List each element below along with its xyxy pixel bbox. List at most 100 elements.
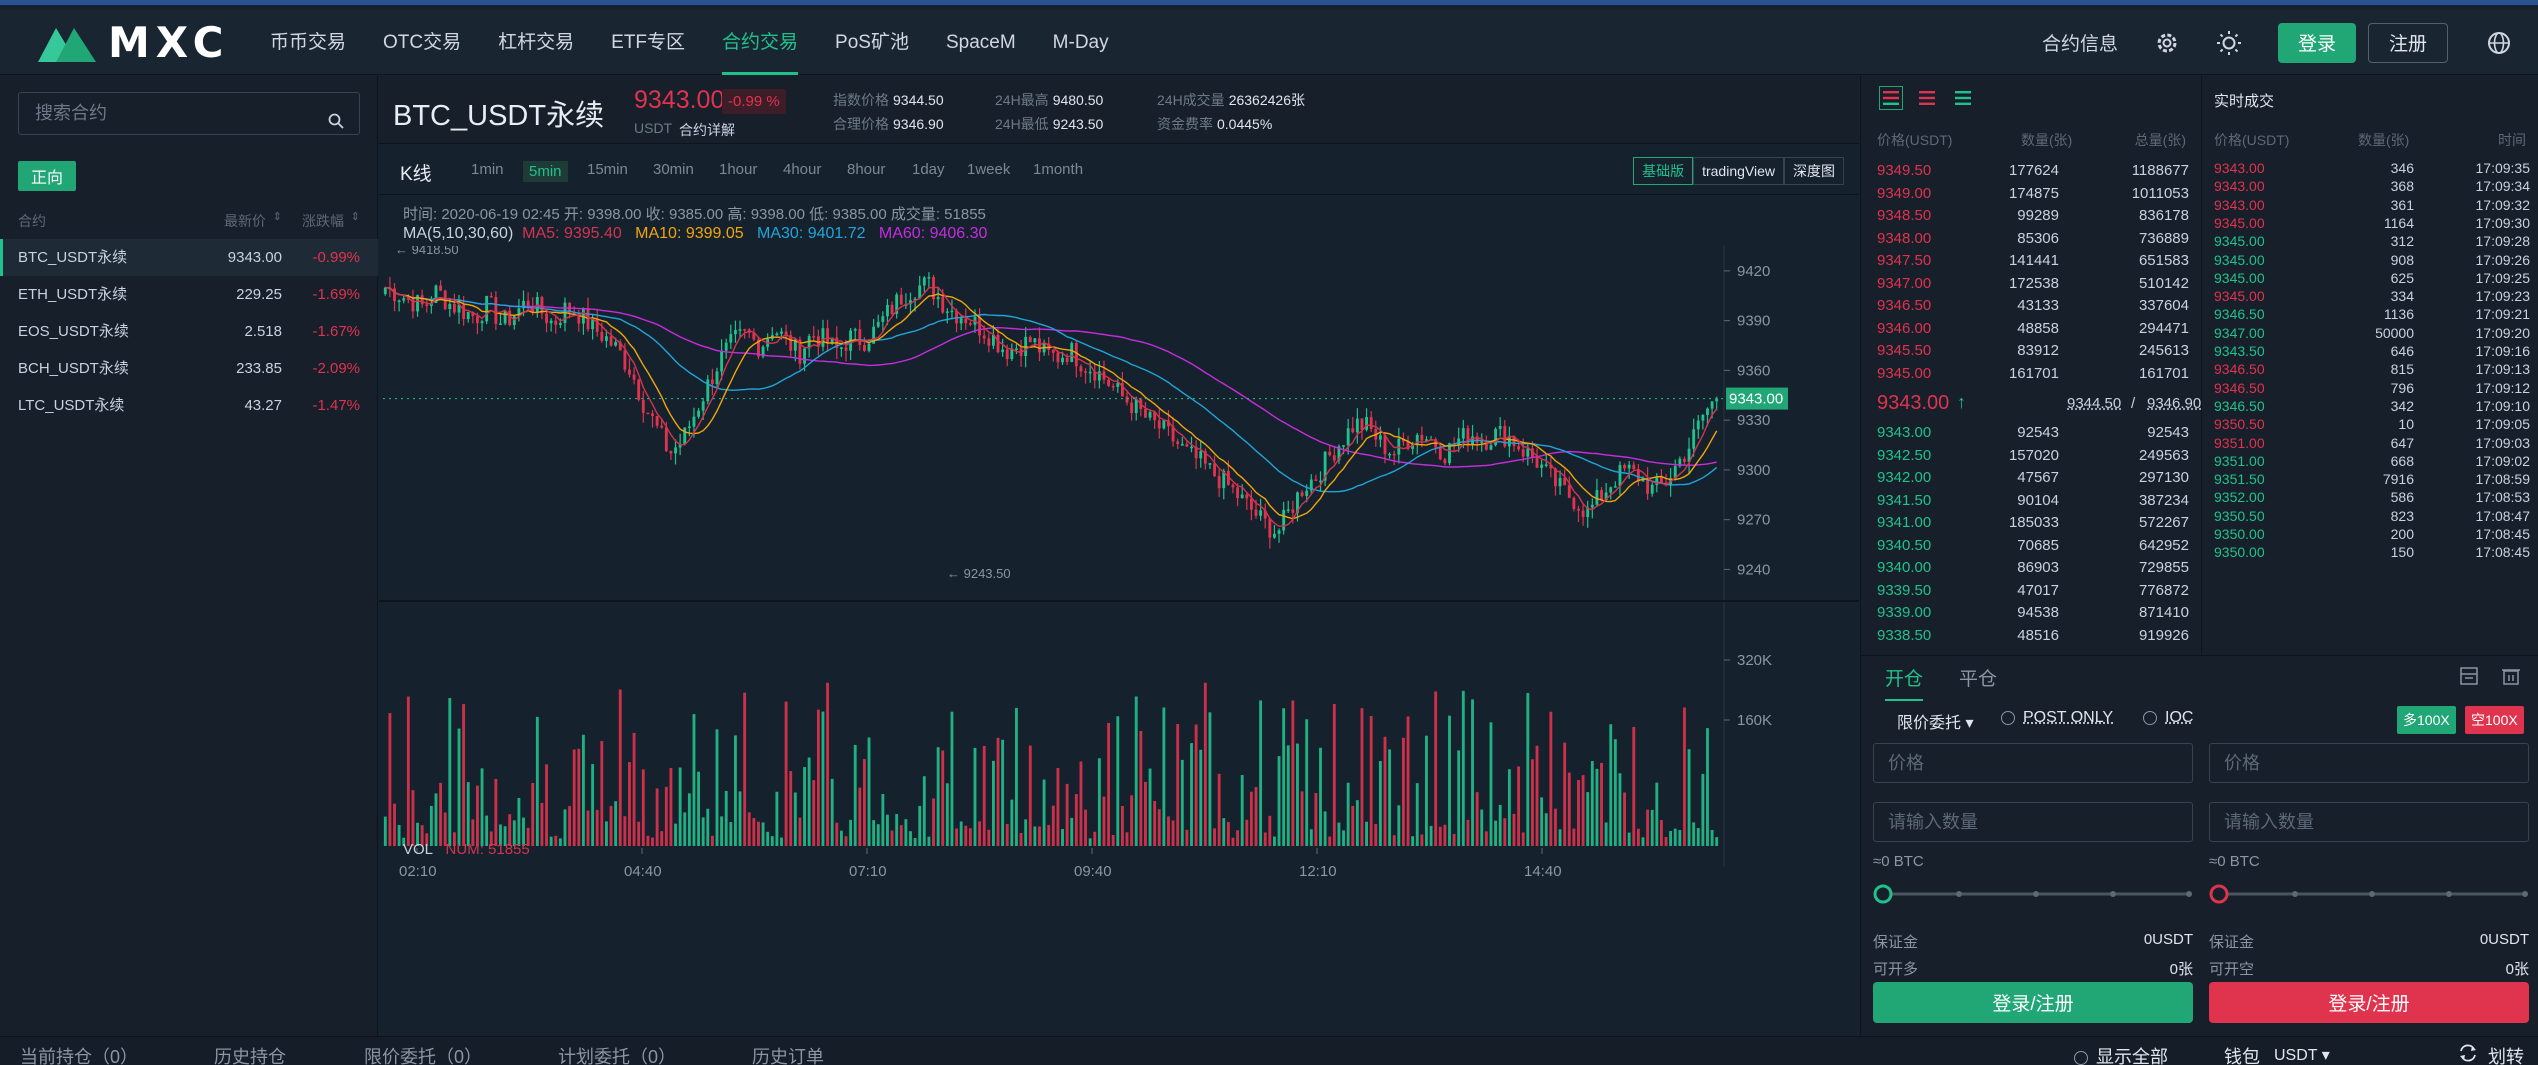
book-both-icon[interactable] [1879, 86, 1903, 110]
long-amount-slider[interactable] [1873, 884, 2195, 904]
register-button[interactable]: 注册 [2368, 23, 2448, 63]
interval-5min[interactable]: 5min [523, 161, 568, 182]
ask-row[interactable]: 9346.50 43133 337604 [1861, 295, 2201, 317]
view-depth[interactable]: 深度图 [1784, 157, 1844, 185]
ask-row[interactable]: 9347.00 172538 510142 [1861, 273, 2201, 295]
bid-row[interactable]: 9342.00 47567 297130 [1861, 467, 2201, 489]
nav-etf[interactable]: ETF专区 [611, 10, 685, 75]
trade-row[interactable]: 9350.50 823 17:08:47 [2202, 507, 2538, 525]
trade-row[interactable]: 9343.00 368 17:09:34 [2202, 177, 2538, 195]
trade-row[interactable]: 9343.00 361 17:09:32 [2202, 196, 2538, 214]
trade-row[interactable]: 9343.50 646 17:09:16 [2202, 342, 2538, 360]
short-price-input[interactable]: 价格 [2209, 743, 2529, 783]
long-login-register-button[interactable]: 登录/注册 [1873, 982, 2193, 1023]
trade-row[interactable]: 9350.00 150 17:08:45 [2202, 543, 2538, 561]
trade-row[interactable]: 9350.50 10 17:09:05 [2202, 415, 2538, 433]
bid-row[interactable]: 9341.00 185033 572267 [1861, 512, 2201, 534]
tab-limit-orders[interactable]: 限价委托（0） [364, 1043, 482, 1065]
col-last-price[interactable]: 最新价 [224, 211, 266, 231]
tab-order-history[interactable]: 历史订单 [752, 1043, 824, 1065]
nav-pos[interactable]: PoS矿池 [835, 10, 909, 75]
transfer-link[interactable]: 划转 [2488, 1043, 2524, 1065]
bid-row[interactable]: 9339.50 47017 776872 [1861, 580, 2201, 602]
short-login-register-button[interactable]: 登录/注册 [2209, 982, 2529, 1023]
trade-row[interactable]: 9346.50 342 17:09:10 [2202, 397, 2538, 415]
tab-open[interactable]: 开仓 [1885, 664, 1923, 701]
kline-chart[interactable]: 9420 9390 9360 9330 9300 9270 9240 320K 160K 02:1… [379, 246, 1859, 1036]
long-qty-input[interactable]: 请输入数量 [1873, 802, 2193, 842]
sort-icon[interactable]: ⇕ [351, 210, 360, 223]
tab-plan-orders[interactable]: 计划委托（0） [558, 1043, 676, 1065]
interval-1day[interactable]: 1day [912, 161, 945, 178]
sun-icon[interactable] [2216, 30, 2242, 56]
trade-row[interactable]: 9351.50 7916 17:08:59 [2202, 470, 2538, 488]
order-type-select[interactable]: 限价委托 ▾ [1897, 709, 1974, 733]
nav-otc[interactable]: OTC交易 [383, 10, 461, 75]
tab-current-positions[interactable]: 当前持仓（0） [20, 1043, 138, 1065]
contract-detail-link[interactable]: 合约详解 [679, 120, 735, 140]
ask-row[interactable]: 9348.00 85306 736889 [1861, 228, 2201, 250]
contract-row[interactable]: EOS_USDT永续 2.518 -1.67% [0, 313, 378, 350]
interval-1week[interactable]: 1week [967, 161, 1010, 178]
trade-row[interactable]: 9351.00 668 17:09:02 [2202, 452, 2538, 470]
ask-row[interactable]: 9349.50 177624 1188677 [1861, 160, 2201, 182]
logo[interactable]: MXC [38, 18, 270, 67]
trade-row[interactable]: 9345.00 334 17:09:23 [2202, 287, 2538, 305]
contract-row[interactable]: BCH_USDT永续 233.85 -2.09% [0, 350, 378, 387]
post-only-radio[interactable]: POST ONLY [2001, 709, 2113, 727]
search-input[interactable]: 搜索合约 [18, 92, 360, 135]
contract-row[interactable]: BTC_USDT永续 9343.00 -0.99% [0, 239, 378, 276]
short-amount-slider[interactable] [2209, 884, 2531, 904]
trade-row[interactable]: 9346.50 796 17:09:12 [2202, 379, 2538, 397]
col-change[interactable]: 涨跌幅 [302, 211, 344, 231]
bid-row[interactable]: 9338.50 48516 919926 [1861, 625, 2201, 647]
trade-row[interactable]: 9346.50 815 17:09:13 [2202, 360, 2538, 378]
ioc-radio[interactable]: IOC [2143, 709, 2193, 727]
nav-mday[interactable]: M-Day [1053, 10, 1109, 75]
bid-row[interactable]: 9343.00 92543 92543 [1861, 422, 2201, 444]
gear-icon[interactable] [2154, 30, 2180, 56]
interval-15min[interactable]: 15min [587, 161, 628, 178]
bid-row[interactable]: 9341.50 90104 387234 [1861, 490, 2201, 512]
interval-1month[interactable]: 1month [1033, 161, 1083, 178]
contract-row[interactable]: ETH_USDT永续 229.25 -1.69% [0, 276, 378, 313]
short-qty-input[interactable]: 请输入数量 [2209, 802, 2529, 842]
bid-row[interactable]: 9340.50 70685 642952 [1861, 535, 2201, 557]
trade-row[interactable]: 9351.00 647 17:09:03 [2202, 434, 2538, 452]
trade-row[interactable]: 9352.00 586 17:08:53 [2202, 488, 2538, 506]
ask-row[interactable]: 9345.50 83912 245613 [1861, 340, 2201, 362]
trade-row[interactable]: 9347.00 50000 17:09:20 [2202, 324, 2538, 342]
globe-icon[interactable] [2486, 30, 2512, 56]
long-price-input[interactable]: 价格 [1873, 743, 2193, 783]
interval-1hour[interactable]: 1hour [719, 161, 757, 178]
interval-30min[interactable]: 30min [653, 161, 694, 178]
nav-spacem[interactable]: SpaceM [946, 10, 1016, 75]
interval-4hour[interactable]: 4hour [783, 161, 821, 178]
login-button[interactable]: 登录 [2278, 23, 2356, 63]
view-basic[interactable]: 基础版 [1633, 157, 1693, 185]
trade-row[interactable]: 9343.00 346 17:09:35 [2202, 159, 2538, 177]
book-asks-icon[interactable] [1915, 86, 1939, 110]
ask-row[interactable]: 9346.00 48858 294471 [1861, 318, 2201, 340]
wallet-coin-select[interactable]: USDT ▾ [2274, 1045, 2330, 1065]
search-icon[interactable] [327, 104, 345, 145]
ask-row[interactable]: 9348.50 99289 836178 [1861, 205, 2201, 227]
trade-row[interactable]: 9350.00 200 17:08:45 [2202, 525, 2538, 543]
contract-info-link[interactable]: 合约信息 [2042, 29, 2118, 56]
view-tradingview[interactable]: tradingView [1693, 157, 1784, 185]
ask-row[interactable]: 9349.00 174875 1011053 [1861, 183, 2201, 205]
bid-row[interactable]: 9339.00 94538 871410 [1861, 602, 2201, 624]
trade-row[interactable]: 9345.00 312 17:09:28 [2202, 232, 2538, 250]
long-leverage-badge[interactable]: 多100X [2397, 706, 2456, 734]
trade-row[interactable]: 9345.00 625 17:09:25 [2202, 269, 2538, 287]
contract-row[interactable]: LTC_USDT永续 43.27 -1.47% [0, 387, 378, 424]
tab-close[interactable]: 平仓 [1959, 664, 1997, 691]
show-all-checkbox[interactable]: 显示全部 [2074, 1043, 2168, 1065]
bid-row[interactable]: 9342.50 157020 249563 [1861, 445, 2201, 467]
settings-icon[interactable] [2501, 666, 2521, 691]
nav-contract[interactable]: 合约交易 [722, 10, 798, 75]
ask-row[interactable]: 9345.00 161701 161701 [1861, 363, 2201, 385]
transfer-icon[interactable] [2458, 1043, 2478, 1065]
ask-row[interactable]: 9347.50 141441 651583 [1861, 250, 2201, 272]
book-bids-icon[interactable] [1951, 86, 1975, 110]
